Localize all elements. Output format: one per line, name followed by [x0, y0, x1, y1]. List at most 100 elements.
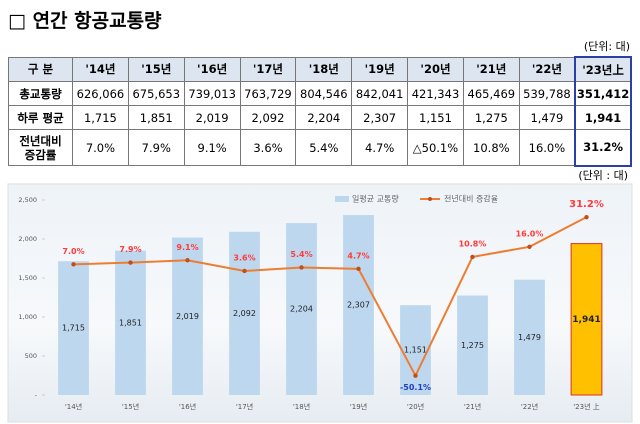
bar-value-label: 1,851 — [119, 318, 142, 327]
x-tick-label: '18년 — [293, 402, 310, 411]
x-tick-label: '17년 — [236, 402, 253, 411]
y-tick-label: 500 — [25, 352, 37, 360]
y-tick-label: 1,500 — [18, 274, 37, 282]
header-cell: '23년上 — [574, 56, 632, 82]
table-cell: 3.6% — [239, 129, 297, 166]
table-cell: 626,066 — [72, 81, 129, 106]
line-value-label: 10.8% — [459, 239, 487, 248]
header-row: 구 분 '14년 '15년 '16년 '17년 '18년 '19년 '20년 '21년 '22년 '… — [8, 56, 632, 82]
header-cell: '16년 — [183, 56, 241, 82]
line-value-label: 7.0% — [62, 247, 84, 256]
x-tick-label: '23년 上 — [573, 402, 600, 411]
table-row: 총교통량 626,066 675,653 739,013 763,729 804,546 8… — [8, 81, 632, 106]
y-tick-label: 2,500 — [18, 196, 37, 204]
header-cell: '21년 — [462, 56, 520, 82]
table-cell: 1,715 — [72, 105, 129, 130]
line-value-label: 31.2% — [569, 199, 604, 210]
title: □ 연간 항공교통량 — [8, 10, 162, 32]
bar-value-label: 2,092 — [233, 309, 256, 318]
x-tick-label: '20년 — [407, 402, 424, 411]
table-cell: 4.7% — [351, 129, 409, 166]
bar-value-label: 2,307 — [347, 301, 370, 310]
line-value-label: 16.0% — [516, 229, 544, 238]
line-point — [470, 254, 475, 260]
table-cell: 675,653 — [127, 81, 185, 106]
legend-swatch — [335, 196, 349, 202]
bar — [400, 305, 431, 395]
table-cell: 2,019 — [183, 105, 241, 130]
table-cell: 7.9% — [127, 129, 185, 166]
x-tick-label: '21년 — [464, 402, 481, 411]
line-value-label: 3.6% — [233, 253, 255, 262]
table-cell: 1,275 — [462, 105, 520, 130]
table-cell: 842,041 — [351, 81, 409, 106]
header-cell: '17년 — [239, 56, 297, 82]
x-tick-label: '15년 — [122, 402, 139, 411]
bar — [229, 231, 260, 395]
line-point — [128, 260, 133, 265]
legend-label: 일평균 교통량 — [352, 194, 399, 204]
header-cell: '22년 — [518, 56, 576, 82]
line — [73, 216, 587, 378]
line-point — [242, 268, 247, 274]
header-cell: 구 분 — [8, 56, 73, 82]
y-tick-label: 1,000 — [18, 313, 37, 321]
line-point — [356, 266, 361, 272]
table-cell: 1,151 — [407, 105, 464, 130]
bar — [457, 295, 488, 395]
line-point — [71, 262, 76, 267]
table-row: 전년대비 증감률 7.0% 7.9% 9.1% 3.6% 5.4% 4.7% △50.1% 10… — [8, 129, 632, 167]
table-cell: 2,204 — [295, 105, 353, 130]
bar — [172, 237, 203, 395]
unit: (단위: 대) — [583, 40, 630, 53]
table-row: 하루 평균 1,715 1,851 2,019 2,092 2,204 2,307 1,151… — [8, 105, 632, 130]
table-cell: 2,307 — [351, 105, 409, 130]
bar-value-label: 1,151 — [404, 346, 427, 355]
header-cell: '18년 — [295, 56, 353, 82]
header-cell: '19년 — [351, 56, 409, 82]
x-tick-label: '14년 — [65, 402, 82, 411]
chart-unit: (단위 : 대) — [578, 169, 628, 182]
line-point — [413, 373, 418, 378]
bar — [58, 261, 89, 395]
bar — [286, 223, 317, 395]
table-cell: 763,729 — [239, 81, 297, 106]
table-cell: 전년대비 증감률 — [8, 129, 73, 166]
header-cell: '14년 — [72, 56, 129, 82]
line-value-label: 5.4% — [290, 250, 312, 259]
line-value-label: 4.7% — [347, 251, 369, 260]
table-cell: 31.2% — [574, 129, 632, 167]
line-point — [299, 265, 304, 270]
line-value-label: 9.1% — [176, 243, 198, 252]
line-point — [584, 214, 589, 220]
bar — [115, 250, 146, 395]
header-cell: '15년 — [127, 56, 185, 82]
bar-value-label: 1,275 — [461, 341, 484, 350]
y-tick-label: 2,000 — [18, 235, 37, 243]
x-tick-label: '22년 — [521, 402, 538, 411]
bar-value-label: 1,941 — [572, 315, 600, 325]
table-cell: 16.0% — [518, 129, 576, 166]
line-value-label: -50.1% — [400, 383, 431, 392]
bar — [570, 243, 603, 396]
y-tick-label: - — [35, 391, 38, 399]
bar-value-label: 1,715 — [62, 324, 85, 333]
line-point — [185, 258, 190, 263]
line-point — [527, 244, 532, 249]
table-cell: 10.8% — [462, 129, 520, 166]
legend-swatch — [428, 197, 432, 201]
bar — [514, 279, 545, 395]
table-cell: 2,092 — [239, 105, 297, 130]
table-cell: 7.0% — [72, 129, 129, 166]
bar-value-label: 1,479 — [518, 333, 541, 342]
table-cell: 465,469 — [462, 81, 520, 106]
line-value-label: 7.9% — [119, 245, 141, 254]
table-cell: 1,941 — [574, 105, 632, 130]
legend-label: 전년대비 증감율 — [444, 194, 498, 204]
bar-value-label: 2,019 — [176, 312, 199, 321]
table-cell: △50.1% — [407, 129, 464, 166]
table-cell: 1,851 — [127, 105, 185, 130]
table-cell: 804,546 — [295, 81, 353, 106]
